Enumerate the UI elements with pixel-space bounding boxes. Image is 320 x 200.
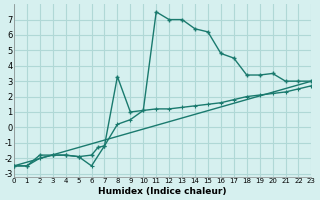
X-axis label: Humidex (Indice chaleur): Humidex (Indice chaleur)	[99, 187, 227, 196]
